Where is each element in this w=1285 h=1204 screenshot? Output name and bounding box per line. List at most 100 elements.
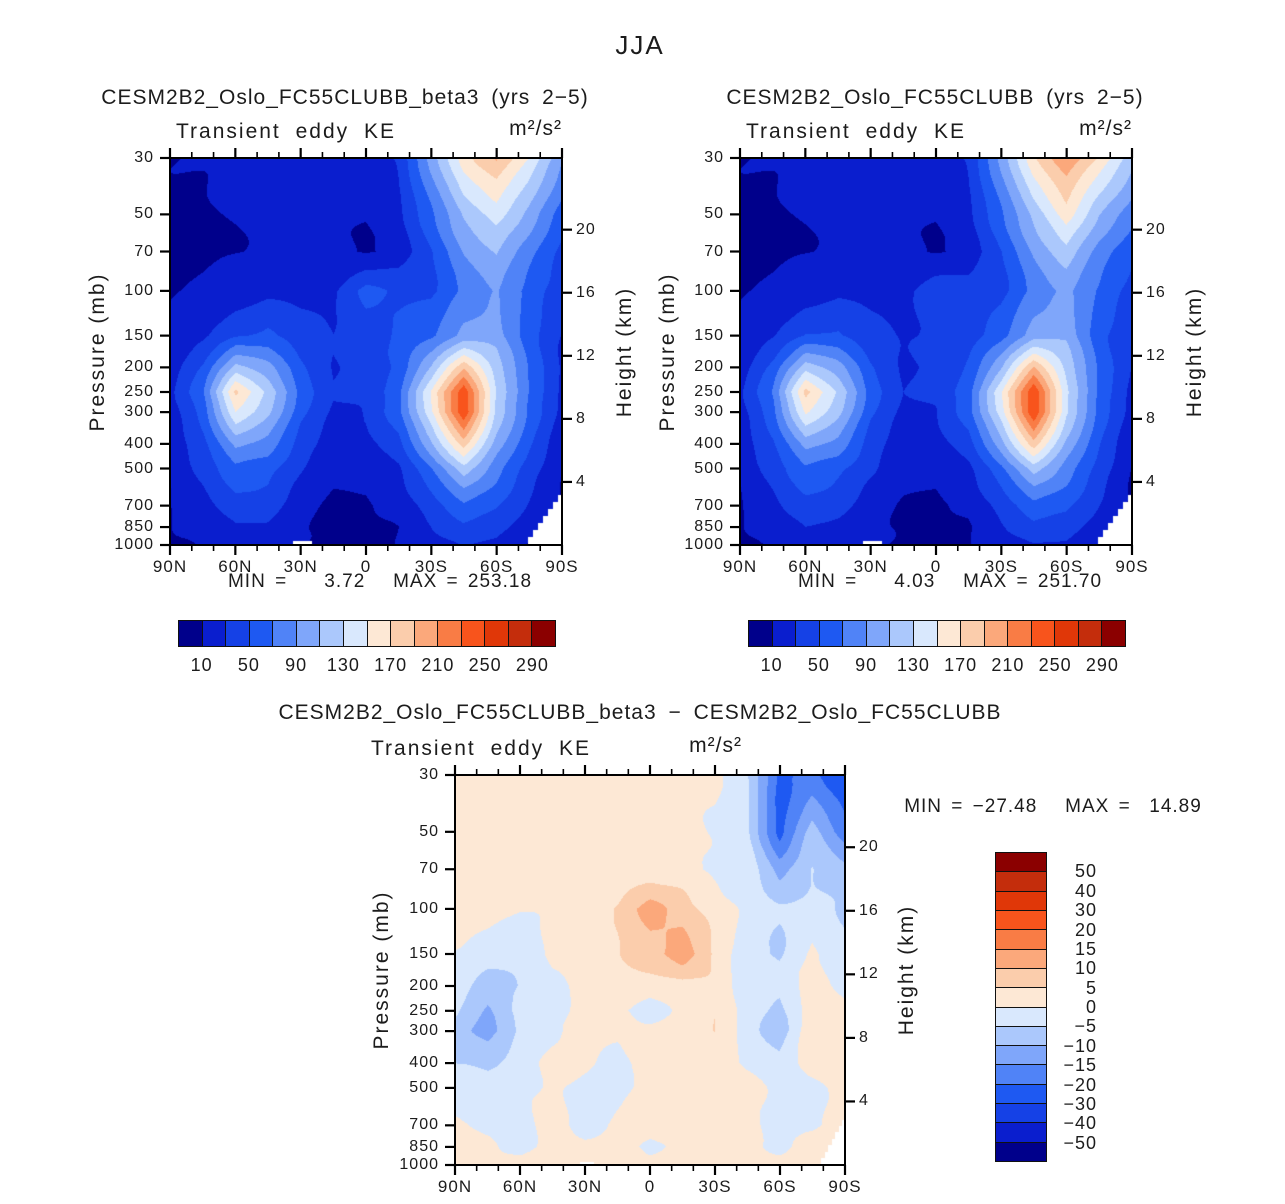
colorbar-diff-label: −50 — [1063, 1132, 1097, 1153]
pressure-tick-label: 400 — [409, 1054, 439, 1072]
axis-ticks — [445, 765, 855, 1175]
colorbar-ke-label: 10 — [190, 655, 213, 675]
pressure-tick-label: 150 — [409, 945, 439, 962]
latitude-tick-label: 90N — [722, 557, 758, 576]
pressure-tick-label: 300 — [409, 1022, 439, 1040]
colorbar-cell — [996, 871, 1046, 891]
colorbar-cell — [1007, 621, 1031, 646]
colorbar-cell — [272, 621, 296, 646]
latitude-tick-label: 30S — [698, 1177, 732, 1196]
colorbar-cell — [996, 987, 1046, 1007]
colorbar-diff-label: −20 — [1063, 1074, 1097, 1095]
pressure-tick-label: 30 — [134, 149, 154, 166]
height-axis-title-beta3: Height (km) — [613, 286, 636, 418]
contour-plot-clubb — [740, 158, 1132, 545]
panel-units-clubb: m²/s² — [1079, 117, 1132, 140]
colorbar-ke-label: 210 — [421, 655, 455, 675]
pressure-tick-label: 30 — [704, 149, 724, 166]
pressure-tick-label: 250 — [694, 383, 724, 400]
pressure-tick-label: 1000 — [114, 536, 154, 553]
height-tick-label: 20 — [576, 220, 596, 238]
season-title: JJA — [615, 30, 665, 60]
panel-units-diff: m²/s² — [689, 734, 742, 757]
latitude-tick-label: 0 — [644, 1177, 656, 1196]
colorbar-diff-label: 10 — [1074, 958, 1097, 979]
contour-plot-diff — [455, 775, 845, 1165]
colorbar-cell — [413, 621, 438, 646]
latitude-tick-label: 60N — [218, 557, 253, 576]
latitude-tick-label: 90S — [545, 557, 579, 576]
colorbar-cell — [390, 621, 414, 646]
latitude-tick-label: 90S — [828, 1177, 862, 1196]
colorbar-ke-label: 170 — [374, 655, 408, 675]
colorbar-cell — [936, 621, 961, 646]
colorbar-diff-label: 15 — [1074, 938, 1097, 959]
colorbar-ke-label: 50 — [807, 655, 830, 675]
colorbar-ke-label: 170 — [944, 655, 978, 675]
colorbar-cell — [795, 621, 819, 646]
pressure-tick-label: 700 — [124, 496, 154, 514]
height-tick-label: 8 — [859, 1028, 869, 1046]
height-tick-label: 4 — [1146, 472, 1156, 490]
colorbar-cell — [996, 967, 1046, 988]
pressure-tick-label: 200 — [124, 358, 154, 376]
pressure-tick-label: 850 — [409, 1137, 439, 1155]
colorbar-ke-label: 50 — [237, 655, 260, 675]
pressure-tick-label: 200 — [409, 976, 439, 994]
colorbar-cell — [531, 621, 555, 646]
colorbar-cell — [996, 1141, 1046, 1161]
height-tick-label: 16 — [576, 283, 596, 301]
pressure-tick-label: 100 — [124, 281, 154, 299]
colorbar-cell — [996, 853, 1046, 872]
latitude-tick-label: 60S — [480, 557, 514, 576]
colorbar-cell — [1030, 621, 1055, 646]
colorbar-cell — [996, 948, 1046, 968]
colorbar-cell — [507, 621, 532, 646]
pressure-tick-label: 150 — [124, 326, 154, 344]
pressure-tick-label: 700 — [409, 1116, 439, 1134]
contour-plot-beta3 — [170, 158, 562, 545]
height-tick-label: 12 — [859, 965, 879, 983]
pressure-tick-label: 300 — [694, 403, 724, 421]
latitude-tick-label: 30S — [984, 557, 1018, 576]
latitude-tick-label: 30S — [414, 557, 448, 576]
pressure-tick-label: 700 — [694, 496, 724, 514]
latitude-tick-label: 90S — [1115, 557, 1149, 576]
pressure-tick-label: 50 — [704, 205, 724, 223]
colorbar-ke — [748, 620, 1126, 647]
pressure-tick-label: 1000 — [684, 536, 724, 553]
pressure-tick-label: 200 — [694, 358, 724, 376]
colorbar-diff-label: 20 — [1074, 919, 1097, 940]
latitude-tick-label: 90N — [152, 557, 188, 576]
panel-subtitle-beta3: Transient eddy KE — [176, 120, 396, 143]
colorbar-cell — [912, 621, 937, 646]
panel-subtitle-clubb: Transient eddy KE — [746, 120, 966, 143]
colorbar-cell — [1054, 621, 1078, 646]
pressure-tick-label: 1000 — [399, 1156, 439, 1173]
colorbar-cell — [366, 621, 391, 646]
height-tick-label: 4 — [576, 472, 586, 490]
colorbar-ke-label: 130 — [896, 655, 930, 675]
pressure-tick-label: 850 — [694, 518, 724, 536]
panel-title-clubb: CESM2B2_Oslo_FC55CLUBB (yrs 2−5) — [726, 86, 1144, 109]
pressure-tick-label: 500 — [409, 1078, 439, 1096]
colorbar-diff — [995, 852, 1047, 1162]
minmax-diff: MIN = −27.48 MAX = 14.89 — [904, 796, 1202, 817]
colorbar-cell — [996, 1103, 1046, 1123]
pressure-axis-title-beta3: Pressure (mb) — [86, 272, 109, 432]
height-axis-title-diff: Height (km) — [895, 904, 918, 1036]
latitude-tick-label: 30N — [567, 1177, 603, 1196]
colorbar-cell — [319, 621, 343, 646]
colorbar-diff-label: −15 — [1063, 1055, 1097, 1076]
panel-units-beta3: m²/s² — [509, 117, 562, 140]
height-tick-label: 20 — [859, 838, 879, 856]
minmax-clubb: MIN = 4.03 MAX = 251.70 — [797, 571, 1103, 592]
pressure-tick-label: 400 — [694, 434, 724, 452]
colorbar-cell — [960, 621, 984, 646]
height-tick-label: 20 — [1146, 220, 1166, 238]
pressure-tick-label: 100 — [694, 281, 724, 299]
colorbar-cell — [460, 621, 485, 646]
colorbar-cell — [484, 621, 508, 646]
latitude-tick-label: 30N — [853, 557, 888, 576]
height-tick-label: 8 — [576, 409, 586, 427]
